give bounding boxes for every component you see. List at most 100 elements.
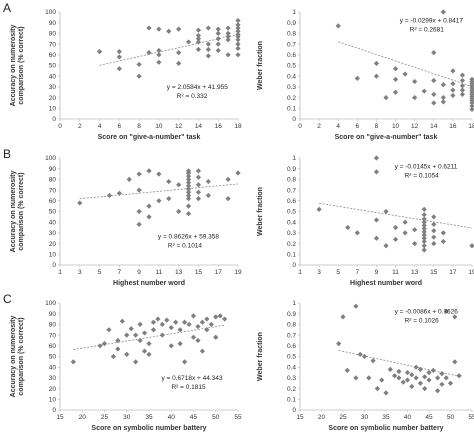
data-point: [96, 48, 103, 55]
data-point: [133, 359, 139, 365]
x-tick-label: 3: [317, 269, 321, 276]
x-axis-label: Score on symbolic number battery: [328, 425, 443, 432]
data-point: [235, 170, 241, 176]
data-point: [412, 241, 418, 247]
data-point: [176, 208, 182, 215]
x-axis-label: Highest number word: [113, 280, 185, 287]
data-point: [190, 334, 197, 340]
data-point: [106, 192, 113, 199]
data-point: [409, 383, 415, 390]
data-point: [357, 351, 363, 357]
y-tick-label: 0.6: [287, 52, 296, 59]
r-squared: R² = 0.1026: [405, 318, 440, 325]
data-point: [166, 196, 172, 202]
data-point: [412, 78, 418, 85]
y-tick-label: 0.2: [287, 241, 296, 248]
data-point: [116, 48, 122, 55]
x-tick-label: 6: [118, 123, 122, 130]
data-point: [450, 81, 456, 87]
data-point: [340, 314, 346, 320]
y-axis-label: Weber fraction: [257, 187, 264, 236]
data-point: [190, 313, 197, 319]
data-point: [146, 351, 152, 357]
x-tick-label: 15: [296, 414, 304, 421]
data-point: [353, 375, 359, 381]
data-point: [195, 189, 202, 195]
data-point: [185, 176, 192, 182]
data-point: [450, 92, 456, 99]
data-point: [176, 26, 182, 32]
data-point: [235, 28, 241, 34]
x-tick-label: 11: [156, 269, 163, 276]
y-tick-label: 0.3: [287, 375, 296, 382]
x-tick-label: 16: [449, 123, 457, 130]
y-axis-label: Accuracy on numerositycomparison (% corr…: [10, 171, 25, 253]
data-point: [205, 53, 211, 59]
data-point: [156, 198, 162, 204]
data-point: [225, 196, 231, 202]
data-point: [106, 327, 112, 333]
data-point: [215, 26, 221, 32]
data-point: [345, 224, 351, 231]
data-point: [469, 243, 474, 249]
x-axis-label: Score on "give-a-number" task: [98, 134, 201, 141]
y-tick-label: 0: [292, 116, 296, 123]
data-point: [417, 366, 423, 372]
x-tick-label: 0: [298, 123, 302, 130]
data-point: [159, 332, 165, 338]
r-squared: R² = 0.332: [177, 93, 208, 100]
data-point: [115, 337, 121, 344]
x-tick-label: 20: [79, 414, 87, 421]
y-tick-label: 10: [49, 106, 57, 113]
data-point: [156, 52, 162, 58]
data-point: [215, 47, 221, 54]
y-tick-label: 30: [49, 230, 57, 237]
data-point: [182, 319, 188, 325]
data-point: [195, 39, 202, 45]
x-tick-label: 14: [430, 123, 438, 130]
x-tick-label: 5: [98, 269, 102, 276]
data-point: [344, 367, 350, 374]
data-point: [195, 32, 202, 39]
data-point: [141, 330, 148, 336]
data-point: [101, 341, 108, 347]
data-point: [128, 326, 134, 332]
data-point: [421, 235, 427, 241]
x-tick-label: 13: [411, 269, 419, 276]
data-point: [431, 221, 437, 227]
data-point: [383, 390, 389, 396]
trend-equation: y = 0.8626x + 59.358: [158, 233, 219, 240]
x-tick-label: 30: [361, 414, 369, 421]
data-point: [150, 327, 157, 333]
data-point: [439, 371, 445, 377]
data-point: [185, 170, 192, 176]
y-tick-label: 100: [45, 300, 56, 307]
data-point: [195, 323, 201, 330]
data-point: [182, 359, 188, 365]
y-tick-label: 60: [49, 343, 57, 350]
data-point: [137, 337, 143, 344]
y-tick-label: 60: [49, 198, 57, 205]
data-point: [392, 224, 399, 231]
data-point: [421, 219, 427, 225]
data-point: [235, 45, 241, 51]
x-tick-label: 40: [404, 414, 412, 421]
x-tick-label: 50: [447, 414, 455, 421]
y-tick-label: 100: [45, 155, 56, 162]
data-point: [199, 319, 205, 325]
data-point: [195, 182, 202, 188]
r-squared: R² = 0.1014: [168, 242, 203, 249]
y-tick-label: 0.8: [287, 177, 296, 184]
y-tick-label: 20: [49, 386, 57, 393]
data-point: [452, 314, 458, 320]
data-point: [413, 375, 419, 381]
data-point: [235, 22, 241, 28]
y-tick-label: 0.1: [287, 397, 296, 404]
data-point: [396, 375, 402, 381]
data-point: [185, 189, 192, 195]
data-point: [119, 318, 125, 324]
y-tick-label: 1: [292, 300, 296, 307]
panel-letter-a: A: [3, 1, 11, 15]
data-point: [469, 103, 474, 109]
data-point: [431, 214, 437, 220]
